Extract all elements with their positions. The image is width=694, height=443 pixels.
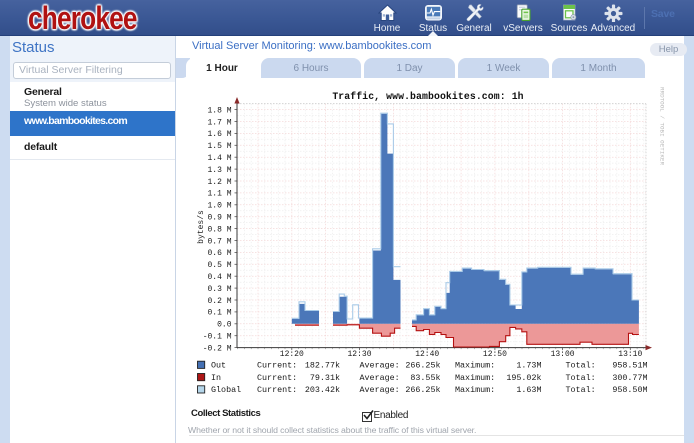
svg-text:1.0 M: 1.0 M: [207, 202, 231, 211]
svg-text:1.6 M: 1.6 M: [207, 130, 231, 139]
svg-text:1.4 M: 1.4 M: [207, 154, 231, 163]
svg-text:79.31k: 79.31k: [310, 373, 340, 383]
svg-text:1.63M: 1.63M: [516, 385, 541, 395]
svg-text:Global: Global: [211, 385, 241, 395]
svg-text:266.25k: 266.25k: [405, 361, 440, 371]
svg-text:Out: Out: [211, 361, 226, 371]
svg-text:In: In: [211, 373, 221, 383]
svg-text:0.9 M: 0.9 M: [207, 214, 231, 223]
svg-text:1.2 M: 1.2 M: [207, 178, 231, 187]
svg-text:Current:: Current:: [257, 385, 297, 395]
svg-text:0.8 M: 0.8 M: [207, 225, 231, 234]
svg-text:Average:: Average:: [360, 373, 400, 383]
svg-text:195.02k: 195.02k: [506, 373, 541, 383]
svg-text:203.42k: 203.42k: [305, 385, 340, 395]
svg-text:1.5 M: 1.5 M: [207, 142, 231, 151]
svg-text:1.8 M: 1.8 M: [207, 106, 231, 115]
svg-text:0.4 M: 0.4 M: [207, 273, 231, 282]
svg-text:12:20: 12:20: [280, 350, 304, 359]
svg-text:0.7 M: 0.7 M: [207, 237, 231, 246]
svg-text:300.77M: 300.77M: [612, 373, 647, 383]
svg-text:1.1 M: 1.1 M: [207, 190, 231, 199]
svg-text:12:50: 12:50: [483, 350, 507, 359]
svg-text:182.77k: 182.77k: [305, 361, 340, 371]
svg-text:0.5 M: 0.5 M: [207, 261, 231, 270]
svg-text:0.1 M: 0.1 M: [207, 309, 231, 318]
svg-text:Maximum:: Maximum:: [455, 373, 495, 383]
svg-text:83.55k: 83.55k: [410, 373, 440, 383]
svg-text:958.51M: 958.51M: [612, 361, 647, 371]
svg-text:Current:: Current:: [257, 373, 297, 383]
svg-text:12:30: 12:30: [347, 350, 371, 359]
svg-text:Total:: Total:: [566, 373, 596, 383]
svg-text:1.7 M: 1.7 M: [207, 118, 231, 127]
svg-text:RRDTOOL / TOBI OETIKER: RRDTOOL / TOBI OETIKER: [659, 87, 666, 165]
svg-text:0.3 M: 0.3 M: [207, 285, 231, 294]
svg-text:12:40: 12:40: [415, 350, 439, 359]
svg-text:0.6 M: 0.6 M: [207, 249, 231, 258]
svg-text:Average:: Average:: [360, 385, 400, 395]
svg-text:Maximum:: Maximum:: [455, 385, 495, 395]
svg-text:Total:: Total:: [566, 385, 596, 395]
svg-text:266.25k: 266.25k: [405, 385, 440, 395]
svg-text:0.0: 0.0: [217, 321, 232, 330]
svg-text:13:10: 13:10: [618, 350, 642, 359]
svg-text:Traffic, www.bambookites.com:: Traffic, www.bambookites.com: 1h: [332, 91, 523, 102]
svg-text:Total:: Total:: [566, 361, 596, 371]
svg-text:Maximum:: Maximum:: [455, 361, 495, 371]
svg-text:Current:: Current:: [257, 361, 297, 371]
svg-text:-0.1 M: -0.1 M: [203, 333, 232, 342]
svg-text:1.73M: 1.73M: [516, 361, 541, 371]
svg-text:13:00: 13:00: [551, 350, 575, 359]
svg-text:Average:: Average:: [360, 361, 400, 371]
svg-text:1.3 M: 1.3 M: [207, 166, 231, 175]
svg-text:958.50M: 958.50M: [612, 385, 647, 395]
svg-text:-0.2 M: -0.2 M: [203, 344, 232, 353]
svg-text:0.2 M: 0.2 M: [207, 297, 231, 306]
svg-text:bytes/s: bytes/s: [197, 210, 206, 244]
